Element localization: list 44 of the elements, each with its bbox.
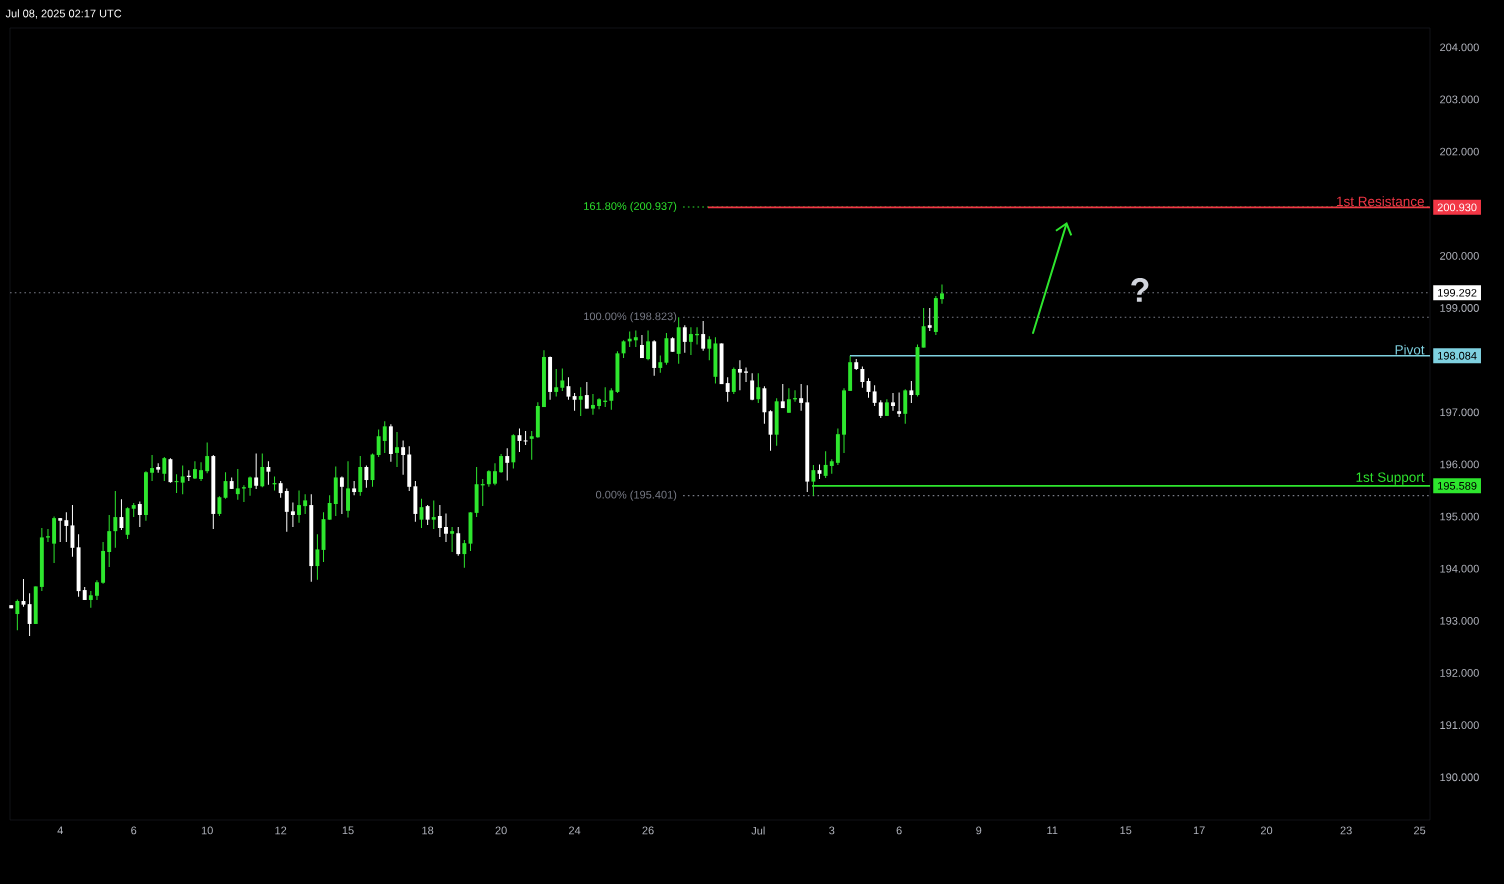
x-tick-label: 12 <box>275 826 287 835</box>
y-tick-label: 203.000 <box>1440 95 1479 104</box>
y-tick-label: 194.000 <box>1440 564 1479 573</box>
ref-line-label: 100.00% (198.823) <box>584 312 677 323</box>
y-tick-label: 204.000 <box>1440 43 1479 52</box>
y-tick-label: 191.000 <box>1440 721 1479 729</box>
y-tick-label: 197.000 <box>1440 408 1479 417</box>
x-tick-label: 17 <box>1193 826 1205 835</box>
x-tick-label: 9 <box>976 826 982 835</box>
y-tick-label: 192.000 <box>1440 669 1479 677</box>
y-tick-label: 202.000 <box>1440 147 1479 156</box>
text: 200.930 <box>1437 203 1477 212</box>
x-tick-label: 26 <box>642 826 654 835</box>
ref-line-label: 161.80% (200.937) <box>584 201 677 213</box>
y-tick-label: 200.000 <box>1440 251 1479 260</box>
x-tick-label: 20 <box>1260 826 1273 835</box>
x-tick-label: 20 <box>495 826 507 835</box>
x-tick-label: 3 <box>829 826 835 835</box>
x-tick-label: 25 <box>1414 826 1426 835</box>
ref-line-label: 1st Support <box>1356 472 1425 485</box>
x-tick-label: 24 <box>569 826 581 835</box>
y-tick-label: 195.000 <box>1440 512 1479 521</box>
x-tick-label: 15 <box>342 826 354 835</box>
annotation: ? <box>1131 278 1149 302</box>
y-tick-label: 196.000 <box>1440 460 1479 469</box>
x-tick-label: 6 <box>131 826 137 835</box>
ref-line-label: 1st Resistance <box>1337 196 1424 207</box>
y-tick-label: 193.000 <box>1440 616 1479 625</box>
text: 195.589 <box>1438 481 1477 490</box>
ref-line-label: Pivot <box>1395 344 1425 355</box>
x-tick-label: Jul <box>751 826 765 835</box>
x-tick-label: 10 <box>201 826 213 835</box>
x-tick-label: 18 <box>422 826 434 835</box>
x-tick-label: 23 <box>1340 826 1352 835</box>
text: 198.084 <box>1438 351 1477 360</box>
text: Jul 08, 2025 02:17 UTC <box>5 9 122 19</box>
ref-line-label: 0.00% (195.401) <box>595 490 677 501</box>
y-tick-label: 199.000 <box>1440 304 1479 312</box>
x-tick-label: 4 <box>57 826 63 835</box>
x-tick-label: 11 <box>1047 826 1058 835</box>
text: 199.292 <box>1438 288 1477 297</box>
y-tick-label: 190.000 <box>1440 773 1479 782</box>
x-tick-label: 6 <box>896 826 902 835</box>
x-tick-label: 15 <box>1120 826 1132 835</box>
